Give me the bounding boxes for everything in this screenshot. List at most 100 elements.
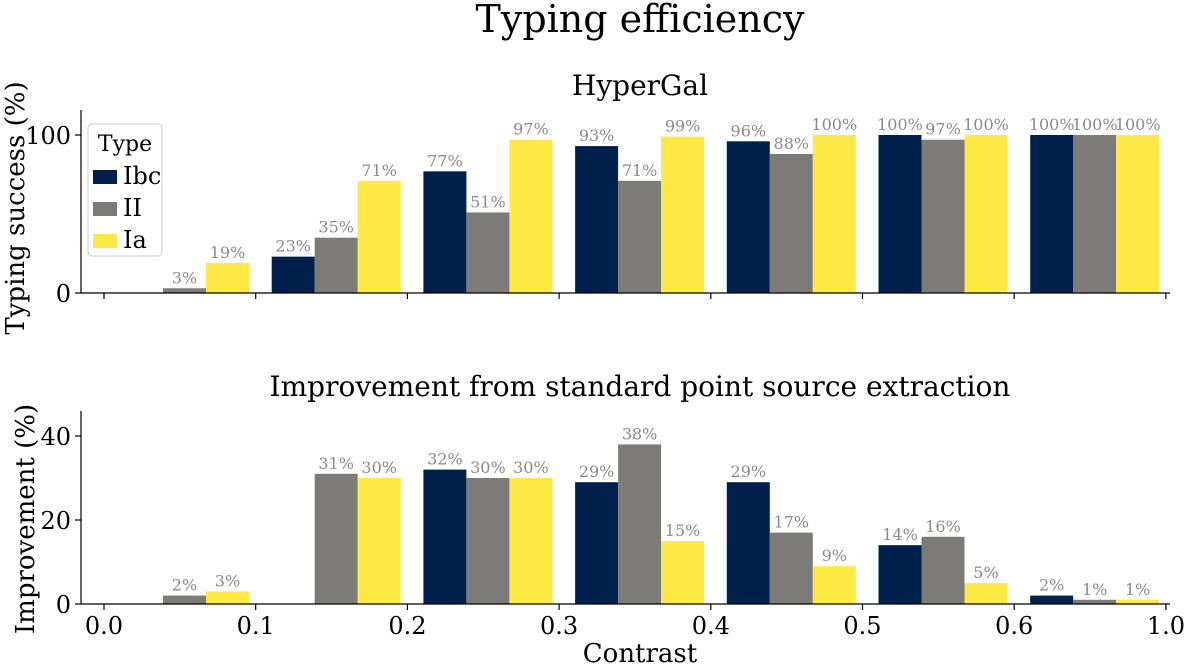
hypergal-data-label-ia-4: 100% xyxy=(811,115,857,134)
hypergal-bar-ii-1 xyxy=(314,237,358,293)
improvement-bars xyxy=(163,444,1160,604)
improvement-data-label-ii-4: 17% xyxy=(774,513,810,532)
improvement-data-label-ia-1: 30% xyxy=(361,458,397,477)
hypergal-data-label-ibc-1: 23% xyxy=(275,237,311,256)
improvement-data-label-ia-0: 3% xyxy=(215,571,240,590)
improvement-bar-ii-0 xyxy=(163,595,206,604)
hypergal-bar-ia-2 xyxy=(509,139,553,293)
improvement-panel-title: Improvement from standard point source e… xyxy=(270,370,1011,403)
legend-label-ii: II xyxy=(123,194,142,222)
improvement-bar-ibc-6 xyxy=(1030,595,1074,604)
hypergal-data-label-ia-3: 99% xyxy=(665,117,701,136)
hypergal-bar-ia-3 xyxy=(661,136,705,293)
improvement-bar-ibc-5 xyxy=(878,545,922,604)
improvement-bar-ia-2 xyxy=(509,478,553,604)
x-tick-label-6: 0.6 xyxy=(995,612,1033,640)
improvement-data-label-ia-2: 30% xyxy=(513,458,549,477)
hypergal-data-label-ia-2: 97% xyxy=(513,120,549,139)
legend-swatch-ibc xyxy=(93,170,117,184)
improvement-data-label-ibc-2: 32% xyxy=(427,450,463,469)
improvement-data-label-ii-1: 31% xyxy=(318,454,354,473)
x-tick-label-1: 0.1 xyxy=(237,612,275,640)
hypergal-bar-ia-5 xyxy=(964,135,1008,293)
improvement-bar-ia-5 xyxy=(964,583,1008,604)
improvement-bar-ii-5 xyxy=(921,536,965,604)
hypergal-data-label-ii-2: 51% xyxy=(470,192,506,211)
improvement-data-label-ii-2: 30% xyxy=(470,458,506,477)
hypergal-data-label-ii-6: 100% xyxy=(1072,115,1118,134)
improvement-bar-ii-4 xyxy=(769,532,813,604)
improvement-bar-ia-1 xyxy=(357,478,401,604)
hypergal-panel-title: HyperGal xyxy=(572,69,708,102)
improvement-data-label-ia-4: 9% xyxy=(822,546,847,565)
hypergal-bar-ii-0 xyxy=(163,288,206,293)
improvement-bar-ibc-4 xyxy=(726,482,770,604)
improvement-bar-ia-6 xyxy=(1116,599,1160,604)
chart-legend: Type Ibc II Ia xyxy=(87,123,163,257)
improvement-bar-ii-6 xyxy=(1073,599,1117,604)
hypergal-data-label-ia-0: 19% xyxy=(210,243,246,262)
improvement-data-label-ii-3: 38% xyxy=(622,424,658,443)
legend-swatch-ia xyxy=(93,234,117,248)
improvement-y-tick-label-0: 0 xyxy=(56,591,71,619)
hypergal-bar-ii-6 xyxy=(1073,135,1117,293)
improvement-axes: 0 20 40 0.0 0.1 0.2 0.3 0.4 0.5 0.6 1.0 xyxy=(40,411,1185,640)
hypergal-bar-ii-3 xyxy=(618,180,662,293)
hypergal-bar-ii-5 xyxy=(921,139,965,293)
improvement-bar-labels: 2% 3% 31% 30% 32% 30% 30% 29% 38% 15% 29% 17% 9% 14% 1… xyxy=(172,424,1151,598)
hypergal-y-tick-label-0: 0 xyxy=(56,280,71,308)
hypergal-bar-ia-1 xyxy=(357,180,401,293)
improvement-bar-ii-2 xyxy=(466,478,510,604)
improvement-y-axis-label: Improvement (%) xyxy=(11,404,41,634)
improvement-data-label-ibc-4: 29% xyxy=(731,462,767,481)
improvement-data-label-ibc-3: 29% xyxy=(579,462,615,481)
hypergal-data-label-ia-5: 100% xyxy=(963,115,1009,134)
hypergal-data-label-ii-5: 97% xyxy=(925,120,961,139)
improvement-data-label-ii-6: 1% xyxy=(1082,580,1107,599)
hypergal-data-label-ii-4: 88% xyxy=(774,134,810,153)
hypergal-bar-ibc-1 xyxy=(271,256,315,293)
hypergal-bar-ii-2 xyxy=(466,212,510,293)
legend-label-ia: Ia xyxy=(123,226,147,254)
hypergal-bar-ia-0 xyxy=(206,262,249,293)
hypergal-data-label-ia-1: 71% xyxy=(361,161,397,180)
hypergal-bar-ia-4 xyxy=(812,135,856,293)
hypergal-data-label-ia-6: 100% xyxy=(1115,115,1161,134)
legend-swatch-ii xyxy=(93,202,117,216)
improvement-bar-ibc-2 xyxy=(423,469,467,604)
hypergal-data-label-ii-0: 3% xyxy=(172,268,197,287)
hypergal-axes: 0 100 xyxy=(25,110,1170,308)
hypergal-y-tick-label-1: 100 xyxy=(25,122,71,150)
hypergal-y-axis-label: Typing success (%) xyxy=(1,81,31,334)
hypergal-bar-ibc-6 xyxy=(1030,135,1074,293)
figure-title: Typing efficiency xyxy=(476,0,805,41)
hypergal-data-label-ii-3: 71% xyxy=(622,161,658,180)
hypergal-bar-ibc-4 xyxy=(726,141,770,293)
x-tick-label-4: 0.4 xyxy=(692,612,730,640)
hypergal-bars xyxy=(163,135,1160,293)
improvement-panel: Improvement from standard point source e… xyxy=(11,370,1185,640)
x-tick-label-7: 1.0 xyxy=(1147,612,1185,640)
improvement-data-label-ia-3: 15% xyxy=(665,521,701,540)
improvement-data-label-ii-5: 16% xyxy=(925,517,961,536)
improvement-bar-ia-4 xyxy=(812,566,856,604)
x-tick-label-0: 0.0 xyxy=(85,612,123,640)
improvement-y-tick-label-2: 40 xyxy=(40,423,71,451)
improvement-data-label-ibc-5: 14% xyxy=(882,525,918,544)
x-tick-label-5: 0.5 xyxy=(843,612,881,640)
hypergal-data-label-ibc-6: 100% xyxy=(1029,115,1075,134)
hypergal-bar-ibc-5 xyxy=(878,135,922,293)
hypergal-bar-ibc-2 xyxy=(423,171,467,293)
hypergal-data-label-ibc-2: 77% xyxy=(427,151,463,170)
x-axis-label: Contrast xyxy=(583,639,698,665)
improvement-bar-ibc-3 xyxy=(575,482,619,604)
improvement-y-tick-label-1: 20 xyxy=(40,507,71,535)
x-tick-label-3: 0.3 xyxy=(540,612,578,640)
improvement-bar-ii-3 xyxy=(618,444,662,604)
x-tick-label-2: 0.2 xyxy=(388,612,426,640)
hypergal-panel: HyperGal Typing success (%) 3% 19% 23% 35% 7… xyxy=(1,69,1170,335)
improvement-data-label-ibc-6: 2% xyxy=(1039,576,1064,595)
legend-label-ibc: Ibc xyxy=(123,162,161,190)
improvement-bar-ii-1 xyxy=(314,473,358,604)
improvement-bar-ia-3 xyxy=(661,541,705,604)
